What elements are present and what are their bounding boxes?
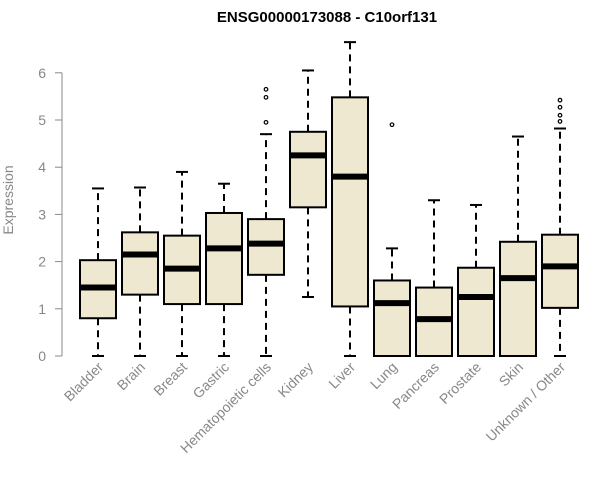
x-tick-label: Unknown / Other [483,359,569,445]
x-tick-label: Lung [367,359,400,392]
y-tick-label: 4 [38,159,46,175]
box-9 [457,203,495,357]
x-tick-label: Breast [150,359,190,399]
box-iqr [373,279,411,358]
box-0 [79,187,117,357]
y-tick-label: 1 [38,301,46,317]
y-tick-label: 6 [38,65,46,81]
outlier-point [389,122,395,128]
box-11 [541,97,579,357]
box-iqr [331,96,369,308]
y-axis: 0 1 2 3 4 5 6 [38,65,63,364]
outlier-point [263,119,269,125]
y-tick-label: 2 [38,254,46,270]
x-tick-label: Kidney [275,359,317,401]
outlier-point [557,97,563,103]
box-5 [289,69,327,298]
box-6 [331,41,369,357]
chart-title: ENSG00000173088 - C10orf131 [217,9,437,26]
box-8 [415,199,453,357]
box-1 [121,186,159,357]
box-iqr [289,130,327,209]
y-tick-label: 0 [38,348,46,364]
box-iqr [457,266,495,357]
x-tick-label: Bladder [61,359,107,405]
outlier-point [557,119,563,124]
x-tick-label: Prostate [436,359,484,407]
outlier-point [263,94,269,100]
x-tick-label: Skin [496,359,527,390]
x-tick-label: Pancreas [389,359,442,412]
y-tick-label: 3 [38,206,46,222]
y-tick-label: 5 [38,112,46,128]
box-10 [499,135,537,357]
plot-area [79,41,579,358]
box-iqr [247,218,285,276]
box-7 [373,122,411,358]
x-tick-label: Brain [114,359,148,393]
outlier-point [557,112,563,118]
box-iqr [121,231,159,296]
x-tick-label: Liver [325,359,358,392]
outlier-point [557,104,563,110]
outlier-point [263,86,269,92]
box-2 [163,170,201,357]
box-4 [247,86,285,357]
box-iqr [541,233,579,309]
box-iqr [205,211,243,306]
y-axis-label: Expression [0,165,16,234]
box-iqr [499,240,537,357]
box-3 [205,182,243,357]
